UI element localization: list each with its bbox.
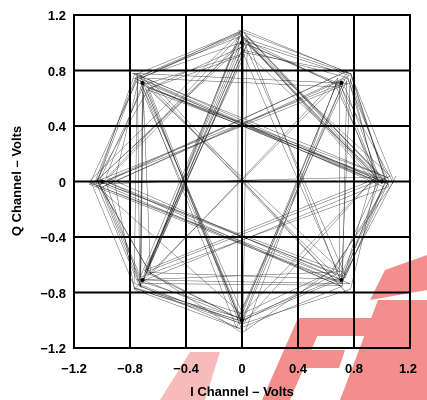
constellation-point [140, 80, 145, 85]
x-tick-label: −1.2 [61, 361, 87, 376]
y-tick-label: 0.4 [48, 119, 67, 134]
y-tick-label: −0.4 [40, 230, 66, 245]
constellation-point [339, 80, 344, 85]
trajectory-trace [92, 77, 379, 284]
grid-lines [73, 14, 411, 349]
y-tick-label: 1.2 [48, 8, 66, 23]
y-axis-label: Q Channel – Volts [9, 126, 24, 236]
trajectory-trace [104, 36, 382, 321]
trajectory-trace [95, 71, 389, 327]
trajectory-trace [93, 39, 379, 316]
plot-frame [73, 14, 411, 349]
x-tick-label: 1.2 [399, 361, 417, 376]
x-tick-label: 0.4 [289, 361, 308, 376]
x-axis-ticks: −1.2 −0.8 −0.4 0 0.4 0.8 1.2 [61, 361, 417, 376]
constellation-point [339, 278, 344, 283]
watermark-logo [160, 255, 427, 400]
trajectory-trace [133, 76, 381, 329]
x-tick-label: 0 [238, 361, 245, 376]
y-tick-label: 0 [59, 175, 66, 190]
trajectory-trace [96, 73, 345, 324]
x-axis-label: I Channel – Volts [190, 384, 294, 399]
x-tick-label: −0.4 [173, 361, 199, 376]
y-tick-label: −0.8 [40, 286, 66, 301]
trajectory-trace [88, 34, 383, 284]
trajectory-trace [114, 32, 379, 322]
x-tick-label: −0.8 [117, 361, 143, 376]
x-tick-label: 0.8 [345, 361, 363, 376]
y-axis-ticks: 1.2 0.8 0.4 0 −0.4 −0.8 −1.2 [40, 8, 66, 356]
y-tick-label: 0.8 [48, 64, 66, 79]
y-tick-label: −1.2 [40, 341, 66, 356]
constellation-point [140, 278, 145, 283]
